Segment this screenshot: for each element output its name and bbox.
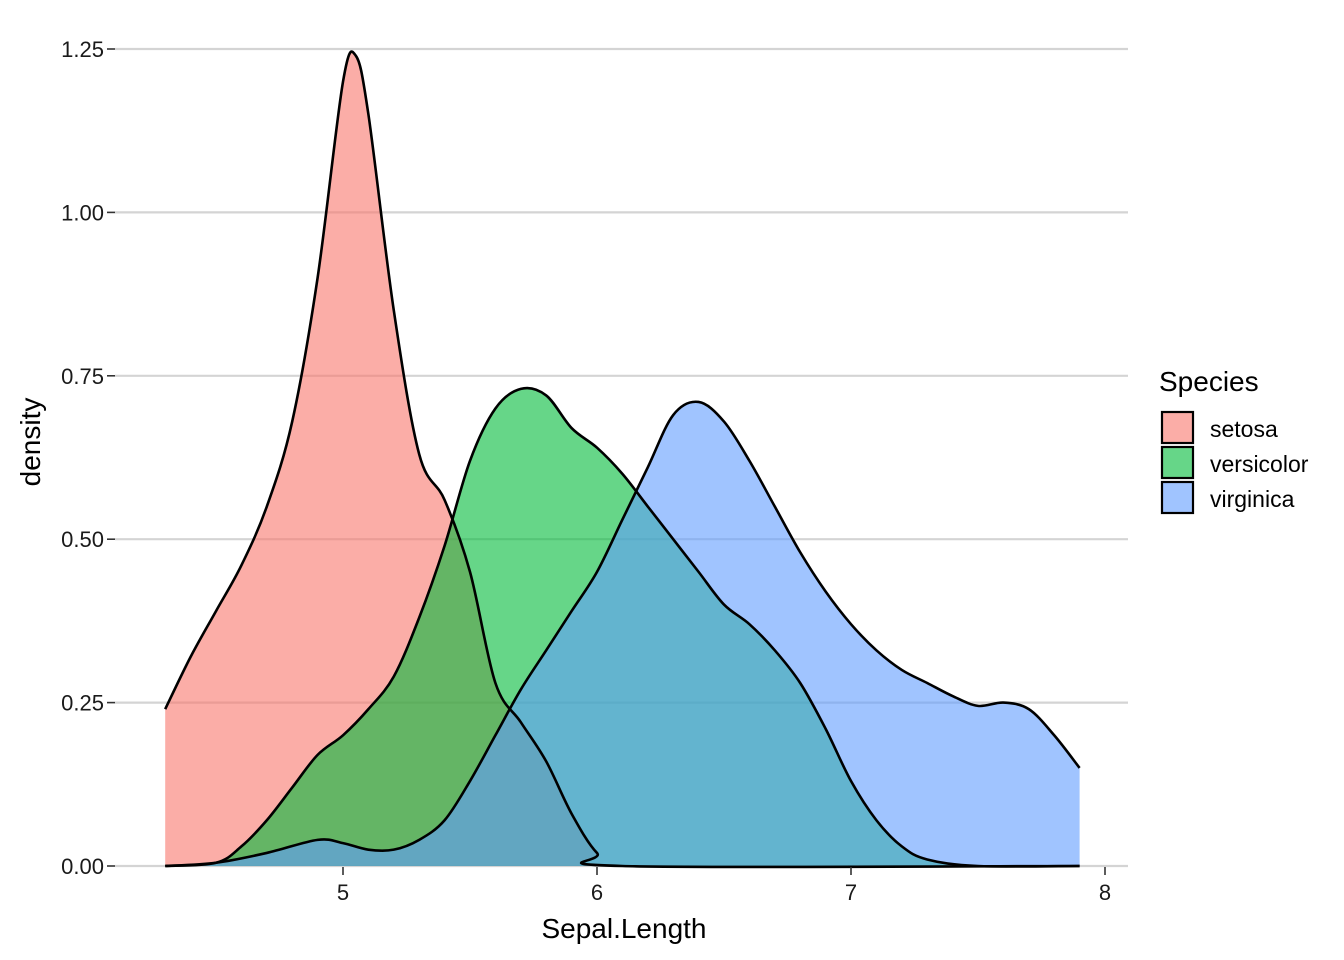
legend-label-versicolor: versicolor bbox=[1210, 451, 1309, 477]
y-tick-label: 1.25 bbox=[61, 37, 104, 62]
legend: Species setosa versicolor virginica bbox=[1159, 366, 1309, 515]
legend-swatch-setosa bbox=[1160, 410, 1195, 445]
x-tick-label: 7 bbox=[845, 880, 857, 905]
x-axis-ticks: 5 6 7 8 bbox=[337, 867, 1111, 905]
y-tick-label: 0.75 bbox=[61, 364, 104, 389]
x-tick-label: 5 bbox=[337, 880, 349, 905]
legend-items: setosa versicolor virginica bbox=[1160, 410, 1309, 515]
density-area-setosa bbox=[165, 51, 1080, 867]
legend-title: Species bbox=[1159, 366, 1259, 397]
y-axis-title: density bbox=[15, 398, 46, 487]
legend-label-virginica: virginica bbox=[1210, 486, 1295, 512]
legend-swatch-virginica bbox=[1160, 480, 1195, 515]
density-areas bbox=[164, 50, 1081, 869]
density-line-virginica bbox=[165, 400, 1081, 868]
x-axis-title: Sepal.Length bbox=[541, 913, 706, 944]
legend-swatch-versicolor bbox=[1160, 445, 1195, 480]
y-axis-ticks: 0.00 0.25 0.50 0.75 1.00 1.25 bbox=[61, 37, 115, 879]
density-line-setosa bbox=[164, 50, 1080, 869]
x-tick-label: 8 bbox=[1099, 880, 1111, 905]
y-tick-label: 0.00 bbox=[61, 854, 104, 879]
x-tick-label: 6 bbox=[591, 880, 603, 905]
y-tick-label: 0.25 bbox=[61, 691, 104, 716]
y-tick-label: 1.00 bbox=[61, 200, 104, 225]
legend-label-setosa: setosa bbox=[1210, 416, 1278, 442]
density-area-virginica bbox=[165, 401, 1080, 866]
y-tick-label: 0.50 bbox=[61, 527, 104, 552]
density-line-versicolor bbox=[165, 386, 1080, 868]
